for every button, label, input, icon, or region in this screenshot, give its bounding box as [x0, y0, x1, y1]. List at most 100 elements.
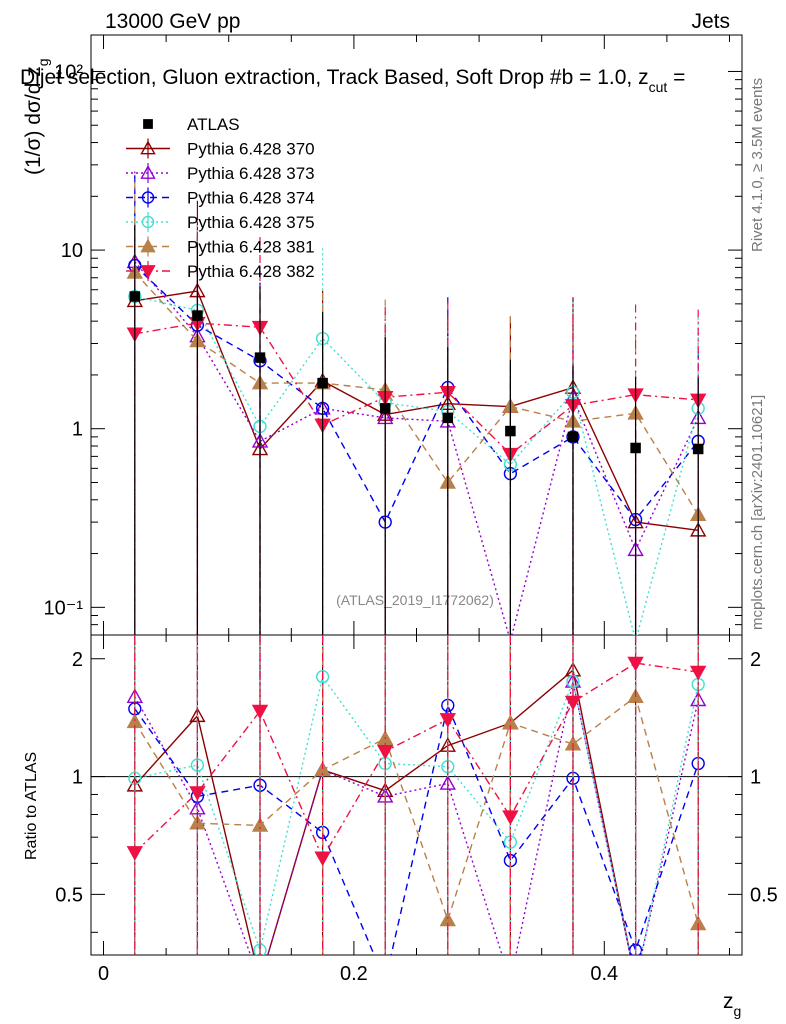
y-tick-label: 10⁻¹	[44, 597, 84, 619]
legend: ATLAS Pythia 6.428 370 Pythia 6.428 373 Pyt…	[126, 115, 315, 281]
legend-entry: Pythia 6.428 381	[126, 236, 315, 257]
ratio-y-tick-label: 2	[72, 649, 83, 671]
data-series	[126, 171, 707, 987]
series-line-ratio	[134, 674, 699, 955]
legend-label: Pythia 6.428 382	[187, 262, 315, 281]
ratio-y-tick-label-right: 1	[750, 767, 761, 789]
ratio-point	[630, 975, 642, 987]
series-line-ratio	[134, 668, 632, 955]
ratio-y-tick-label-right: 0.5	[750, 884, 778, 906]
legend-label: Pythia 6.428 381	[187, 238, 315, 257]
main-ylabel: (1/σ) dσ/d zg	[22, 58, 51, 175]
energy-label: 13000 GeV pp	[105, 10, 240, 33]
ratio-point	[503, 974, 517, 987]
legend-marker	[140, 165, 156, 179]
legend-marker	[141, 191, 155, 204]
ratio-point	[189, 786, 206, 802]
series-line-main	[134, 261, 699, 635]
series-line-ratio	[134, 662, 699, 860]
analysis-id: (ATLAS_2019_I1772062)	[336, 592, 494, 608]
legend-entry: Pythia 6.428 374	[126, 187, 315, 208]
atlas-point	[129, 291, 141, 302]
x-axis-label: zg	[723, 990, 741, 1019]
series-line-ratio	[134, 681, 699, 955]
atlas-point	[317, 377, 328, 389]
ratio-point	[251, 704, 269, 720]
x-tick-label: 0.2	[340, 963, 368, 985]
atlas-point	[692, 443, 704, 455]
y-tick-label: 10	[61, 240, 83, 262]
atlas-point	[630, 442, 641, 454]
mcplots-side-label: mcplots.cern.ch [arXiv:2401.10621]	[749, 395, 766, 630]
series-line-ratio	[134, 703, 699, 955]
ratio-point	[314, 761, 331, 777]
legend-entry: Pythia 6.428 370	[126, 138, 315, 159]
axis-ticks	[91, 35, 742, 955]
ratio-ylabel: Ratio to ATLAS	[23, 752, 40, 860]
series-line-main	[134, 264, 699, 524]
legend-marker	[140, 140, 156, 155]
ratio-point	[629, 974, 643, 987]
atlas-point	[442, 412, 454, 424]
legend-label: ATLAS	[187, 115, 240, 134]
ratio-point	[189, 799, 206, 815]
x-axis-label-sub: g	[734, 1003, 742, 1019]
x-tick-label: 0	[98, 963, 109, 985]
ratio-y-tick-label: 1	[72, 767, 83, 789]
legend-label: Pythia 6.428 370	[187, 140, 315, 159]
series-line-main	[134, 271, 699, 516]
atlas-point	[254, 352, 266, 363]
ratio-panel-series	[126, 635, 707, 987]
ratio-point	[691, 974, 705, 987]
legend-marker	[143, 119, 153, 129]
plot-title-tail: =	[667, 66, 685, 89]
ratio-point	[502, 810, 519, 826]
ratio-point	[627, 656, 644, 672]
ratio-plot-frame	[90, 634, 743, 956]
ratio-point	[689, 665, 707, 681]
legend-label: Pythia 6.428 373	[187, 164, 315, 183]
series-line-main	[134, 322, 699, 456]
process-label: Jets	[691, 10, 730, 33]
legend-label: Pythia 6.428 374	[187, 189, 315, 208]
ratio-point	[253, 974, 267, 987]
legend-marker	[140, 238, 156, 253]
x-tick-label: 0.4	[590, 963, 618, 985]
ratio-point	[253, 974, 267, 987]
main-ylabel-text: (1/σ) dσ/d z	[22, 66, 45, 175]
ratio-point	[564, 695, 582, 711]
legend-marker	[140, 265, 156, 279]
ratio-point	[314, 851, 331, 867]
legend-entry: ATLAS	[143, 115, 240, 134]
svg-text:(1/σ) dσ/d zg: (1/σ) dσ/d zg	[22, 58, 51, 175]
ratio-point	[377, 745, 394, 760]
plot-title-main: Dijet selection, Gluon extraction, Track…	[20, 66, 649, 89]
ratio-point	[126, 846, 144, 861]
rivet-side-label: Rivet 4.1.0, ≥ 3.5M events	[749, 78, 766, 252]
y-tick-label: 10²	[54, 61, 83, 83]
axis-tick-labels: 0 0.2 0.4 10⁻¹ 1 10 10² 0.5 0.5 1 1 2 2	[44, 61, 778, 985]
plot-title-sub: cut	[649, 79, 668, 95]
ratio-point	[439, 713, 456, 728]
series-line-main	[134, 290, 699, 531]
legend-entry: Pythia 6.428 373	[126, 163, 315, 183]
main-panel-series	[126, 171, 707, 635]
ratio-point	[629, 974, 643, 987]
series-line-main	[134, 295, 699, 635]
ratio-point	[379, 975, 391, 987]
main-ylabel-sub: g	[35, 58, 51, 66]
x-axis-label-text: z	[723, 990, 734, 1013]
ratio-point	[251, 817, 269, 832]
ratio-point	[315, 670, 330, 684]
ratio-y-tick-label-right: 2	[750, 649, 761, 671]
legend-marker	[141, 215, 155, 229]
plot-title: Dijet selection, Gluon extraction, Track…	[20, 66, 685, 95]
ratio-point	[439, 775, 456, 790]
series-line-ratio	[134, 695, 699, 925]
atlas-point	[567, 431, 579, 443]
atlas-point	[379, 403, 391, 414]
legend-entry: Pythia 6.428 382	[126, 261, 315, 281]
atlas-point	[192, 310, 203, 321]
y-tick-label: 1	[72, 419, 83, 441]
